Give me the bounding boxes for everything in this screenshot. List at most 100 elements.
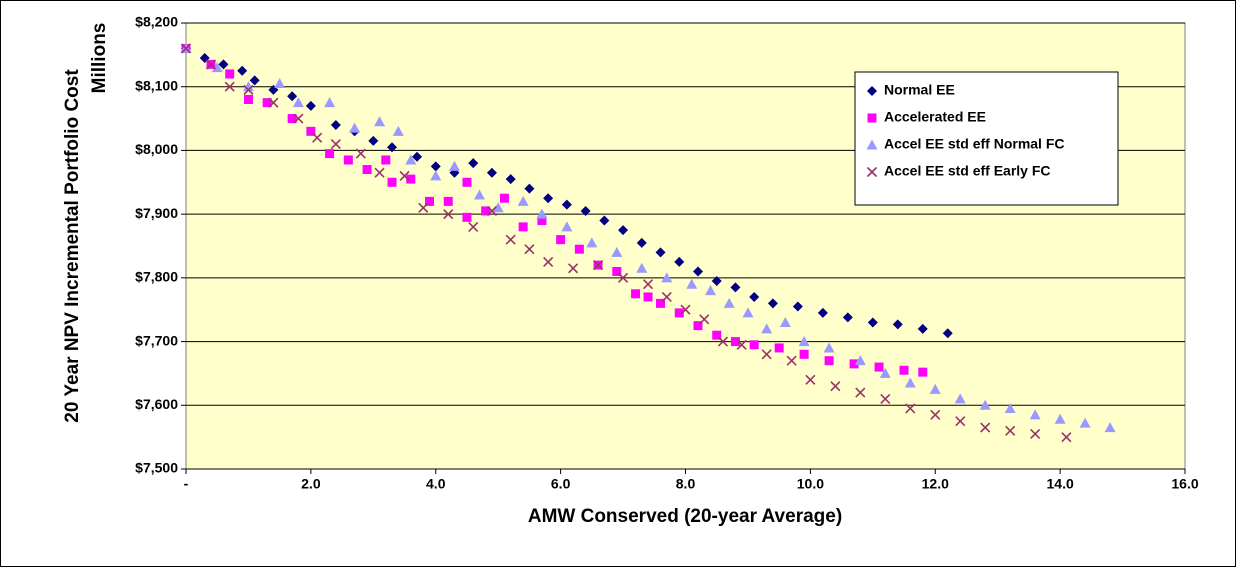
point xyxy=(443,209,454,220)
point xyxy=(730,337,740,347)
point xyxy=(518,222,528,232)
point xyxy=(824,356,834,366)
point xyxy=(929,383,941,394)
legend-marker xyxy=(866,166,878,178)
point xyxy=(830,381,841,392)
point xyxy=(274,78,286,89)
point xyxy=(180,43,192,54)
point xyxy=(343,155,353,165)
x-tick-label: 12.0 xyxy=(922,476,949,492)
point xyxy=(874,362,884,372)
point xyxy=(686,278,698,289)
legend xyxy=(854,71,1119,206)
point xyxy=(374,116,386,127)
point xyxy=(880,393,891,404)
point xyxy=(593,260,604,271)
point xyxy=(980,422,991,433)
point xyxy=(711,276,722,287)
point xyxy=(268,97,279,108)
point xyxy=(817,307,828,318)
point xyxy=(505,234,516,245)
point xyxy=(418,202,429,213)
point xyxy=(468,221,479,232)
point xyxy=(218,59,229,70)
point xyxy=(1054,413,1066,424)
point xyxy=(631,289,641,299)
point xyxy=(481,206,491,216)
point xyxy=(330,138,341,150)
x-tick-label: 14.0 xyxy=(1047,476,1074,492)
point xyxy=(374,167,385,178)
point xyxy=(612,266,622,276)
point xyxy=(892,319,903,330)
point xyxy=(761,323,773,334)
point xyxy=(736,339,747,350)
point xyxy=(462,177,472,187)
point xyxy=(448,160,460,171)
point xyxy=(693,321,703,331)
y-tick-label: $7,900 xyxy=(135,205,178,221)
point xyxy=(855,387,866,398)
legend-marker xyxy=(867,113,877,123)
point xyxy=(387,177,397,187)
point xyxy=(287,114,297,124)
legend-label: Accel EE std eff Early FC xyxy=(884,163,1051,179)
point xyxy=(1029,409,1041,420)
point xyxy=(362,165,372,175)
point xyxy=(942,328,953,339)
point xyxy=(293,113,304,124)
point xyxy=(674,256,685,267)
point xyxy=(867,317,878,328)
point xyxy=(312,132,323,143)
point xyxy=(918,367,928,377)
point xyxy=(712,330,722,340)
point xyxy=(556,235,566,245)
y-axis-unit: Millions xyxy=(89,23,110,94)
point xyxy=(430,170,442,181)
point xyxy=(1005,425,1016,436)
point xyxy=(242,81,254,92)
point xyxy=(237,65,248,76)
point xyxy=(499,193,509,203)
point xyxy=(704,285,716,296)
point xyxy=(524,183,535,194)
point xyxy=(1104,422,1116,433)
point xyxy=(580,205,591,216)
point xyxy=(325,149,335,159)
point xyxy=(792,301,803,312)
point xyxy=(643,292,653,302)
point xyxy=(730,282,741,293)
point xyxy=(224,81,235,92)
point xyxy=(798,336,810,347)
x-tick-label: 6.0 xyxy=(551,476,571,492)
y-tick-label: $7,700 xyxy=(135,332,178,348)
point xyxy=(561,199,572,210)
y-tick-label: $8,000 xyxy=(135,141,178,157)
x-axis-title: AMW Conserved (20-year Average) xyxy=(528,506,842,527)
marks xyxy=(180,42,1116,443)
point xyxy=(524,244,535,255)
y-tick-label: $8,100 xyxy=(135,77,178,93)
point xyxy=(779,316,791,327)
point xyxy=(805,374,816,385)
point xyxy=(586,237,598,248)
point xyxy=(979,399,991,410)
point xyxy=(849,359,859,369)
point xyxy=(473,189,485,200)
point xyxy=(399,170,410,181)
point xyxy=(536,208,548,219)
point xyxy=(674,308,684,318)
point xyxy=(723,297,735,308)
point xyxy=(392,125,404,136)
point xyxy=(749,291,760,302)
point xyxy=(387,142,398,153)
point xyxy=(699,314,710,325)
point xyxy=(655,247,666,258)
x-tick-label: - xyxy=(184,476,189,492)
point xyxy=(243,94,253,104)
x-tick-label: 8.0 xyxy=(676,476,696,492)
point xyxy=(249,75,260,86)
point xyxy=(324,97,336,108)
point xyxy=(561,221,573,232)
